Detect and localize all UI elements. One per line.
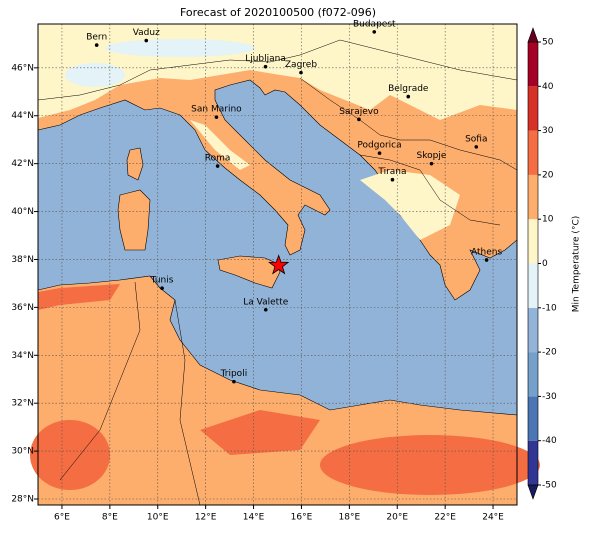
city-dot xyxy=(484,258,489,262)
city-dot xyxy=(429,161,434,166)
x-tick-label: 6°E xyxy=(54,513,70,523)
colorbar-under xyxy=(527,484,539,500)
x-tick-label: 20°E xyxy=(386,513,408,523)
colorbar-segment xyxy=(528,263,538,308)
y-tick-label: 36°N xyxy=(11,303,34,313)
x-tick-label: 16°E xyxy=(291,513,313,523)
city-label: La Valette xyxy=(243,297,288,307)
city-label: Tirana xyxy=(377,167,406,177)
star-marker xyxy=(268,254,290,275)
colorbar-segment xyxy=(528,307,538,353)
city-label: Athens xyxy=(471,247,502,257)
city-label: Bern xyxy=(86,33,107,43)
city-dot xyxy=(357,117,361,122)
colorbar-segment xyxy=(528,42,538,87)
colorbar-segment xyxy=(528,396,538,441)
city-dot xyxy=(377,151,382,155)
x-tick-label: 8°E xyxy=(102,513,118,523)
city-dot xyxy=(406,94,411,99)
colorbar-segment xyxy=(528,130,538,175)
city-dot xyxy=(144,38,149,43)
city-label: San Marino xyxy=(191,105,242,115)
y-tick-label: 46°N xyxy=(11,63,34,73)
colorbar-segment xyxy=(528,352,538,397)
colorbar-tick-label: 0 xyxy=(542,259,548,269)
colorbar-segment xyxy=(528,440,538,485)
x-tick-label: 18°E xyxy=(339,513,361,523)
x-tick-label: 10°E xyxy=(147,513,169,523)
map-frame xyxy=(37,23,518,506)
colorbar: -50 -40 -30 -20 -10 0 10 20 30 40 50 xyxy=(527,27,557,500)
x-tick-label: 12°E xyxy=(195,513,217,523)
y-tick-label: 28°N xyxy=(11,495,34,505)
city-dot xyxy=(214,115,219,119)
y-tick-label: 42°N xyxy=(11,159,34,169)
city-label: Sofia xyxy=(465,134,487,144)
city-label: Belgrade xyxy=(388,84,429,94)
colorbar-tick-label: -40 xyxy=(542,436,557,446)
colorbar-tick-label: 30 xyxy=(542,126,554,136)
y-tick-label: 34°N xyxy=(11,351,34,361)
city-label: Ljubljana xyxy=(245,54,286,64)
city-label: Zagreb xyxy=(285,60,317,70)
city-dot xyxy=(299,70,303,75)
colorbar-segment xyxy=(528,219,538,264)
y-tick-label: 44°N xyxy=(11,111,34,121)
city-label: Tripoli xyxy=(220,369,248,379)
colorbar-tick-label: 40 xyxy=(542,82,554,92)
y-tick-label: 30°N xyxy=(11,447,34,457)
city-dot xyxy=(474,145,479,149)
city-label: Skopje xyxy=(417,151,447,161)
city-label: Podgorica xyxy=(357,141,401,151)
x-tick-label: 14°E xyxy=(243,513,265,523)
x-tick-label: 24°E xyxy=(482,513,504,523)
city-dot xyxy=(232,379,236,384)
city-label: Tunis xyxy=(150,276,174,286)
colorbar-tick-label: -30 xyxy=(542,392,557,402)
x-tick-label: 22°E xyxy=(434,513,456,523)
city-dot xyxy=(390,177,395,182)
colorbar-label: Min Temperature (°C) xyxy=(572,216,582,313)
colorbar-tick-label: 50 xyxy=(542,38,554,48)
city-dot xyxy=(94,43,99,47)
city-label: Roma xyxy=(205,154,231,164)
colorbar-segment xyxy=(528,86,538,131)
title: Forecast of 2020100500 (f072-096) xyxy=(180,6,376,19)
y-tick-label: 32°N xyxy=(11,399,34,409)
city-dot xyxy=(160,286,164,291)
city-dot xyxy=(215,164,220,168)
colorbar-segment xyxy=(528,174,538,220)
city-dot xyxy=(263,307,268,312)
city-label: Vaduz xyxy=(133,28,160,38)
colorbar-tick-label: -50 xyxy=(542,481,557,491)
y-tick-label: 38°N xyxy=(11,255,34,265)
y-tick-label: 40°N xyxy=(11,207,34,217)
colorbar-tick-label: 10 xyxy=(542,215,554,225)
city-label: Sarajevo xyxy=(339,107,379,117)
city-dot xyxy=(263,64,268,69)
colorbar-tick-label: -20 xyxy=(542,348,557,358)
city-dot xyxy=(372,30,377,34)
colorbar-tick-label: -10 xyxy=(542,303,557,313)
colorbar-tick-label: 20 xyxy=(542,170,554,180)
colorbar-over xyxy=(527,27,539,43)
